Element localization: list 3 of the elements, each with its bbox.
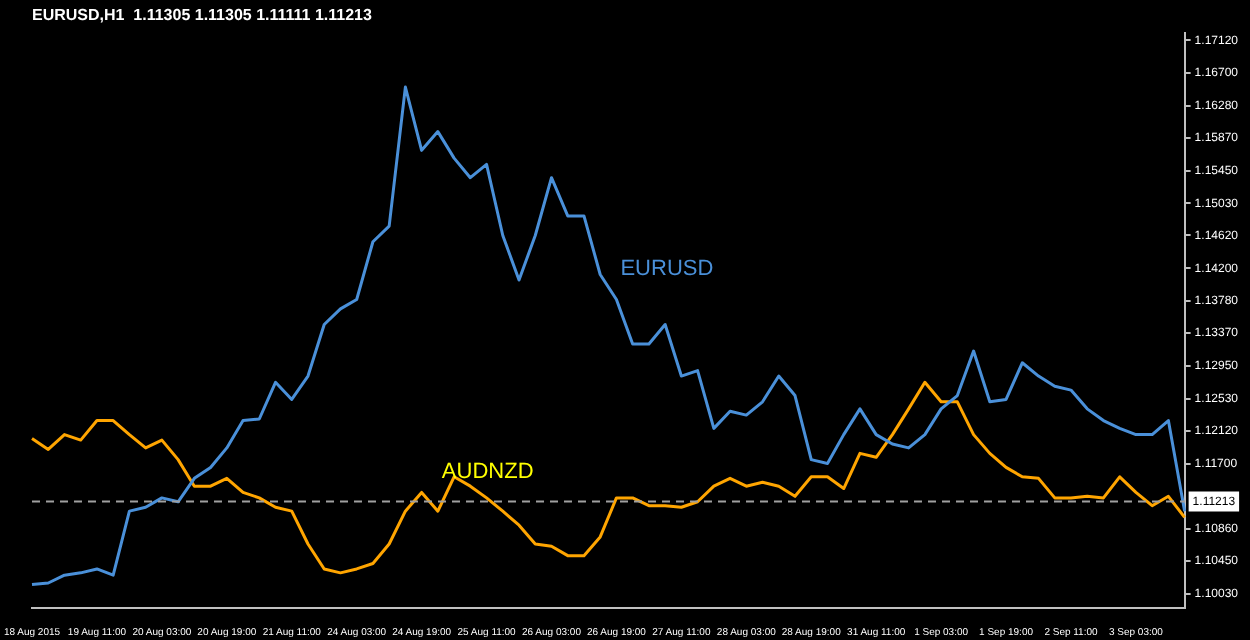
series-label: AUDNZD: [441, 460, 534, 485]
chart-title: EURUSD,H1 1.11305 1.11305 1.11111 1.11213: [32, 6, 373, 25]
series-label: EURUSD: [620, 256, 714, 281]
